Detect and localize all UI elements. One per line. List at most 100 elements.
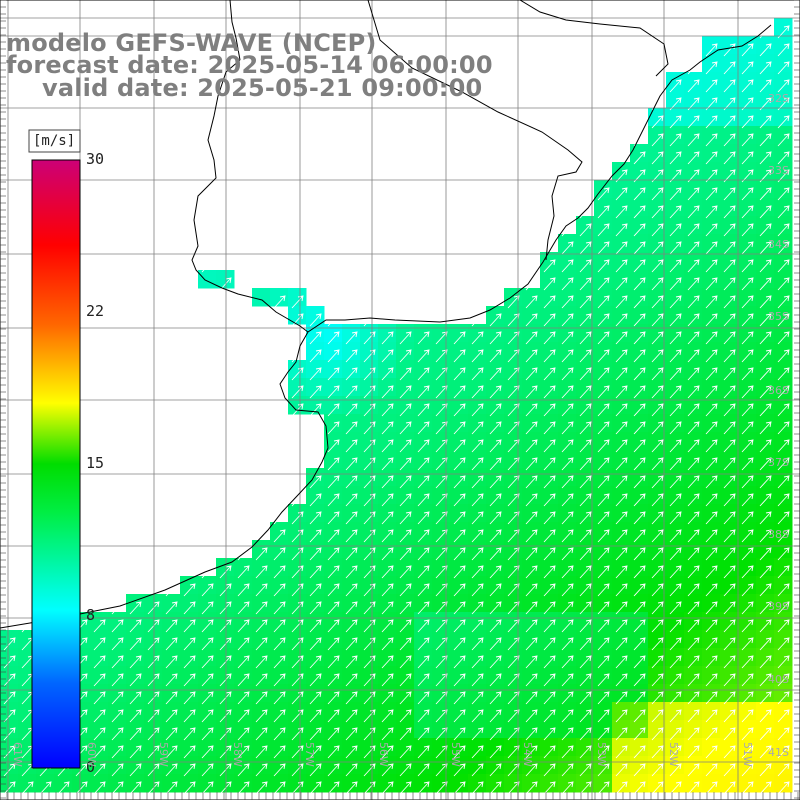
wind-arrow	[777, 79, 790, 93]
wind-arrow	[561, 619, 574, 633]
wind-speed-cell	[378, 648, 397, 667]
wind-speed-cell	[486, 594, 505, 613]
wind-arrow	[705, 601, 718, 615]
wind-speed-cell	[684, 738, 703, 757]
wind-speed-cell	[648, 540, 667, 559]
wind-speed-cell	[756, 630, 775, 649]
wind-arrow	[489, 781, 502, 795]
wind-arrow	[633, 259, 646, 273]
wind-arrow	[111, 709, 124, 723]
wind-speed-cell	[738, 180, 757, 199]
wind-speed-cell	[666, 540, 685, 559]
wind-speed-cell	[684, 720, 703, 739]
wind-speed-cell	[486, 666, 505, 685]
wind-speed-cell	[414, 720, 433, 739]
wind-arrow	[345, 385, 358, 399]
wind-speed-cell	[612, 756, 631, 775]
wind-arrow	[633, 709, 646, 723]
wind-speed-cell	[108, 720, 127, 739]
wind-speed-cell	[54, 774, 73, 793]
wind-arrow	[417, 349, 430, 363]
wind-speed-cell	[558, 612, 577, 631]
wind-speed-cell	[612, 378, 631, 397]
wind-speed-cell	[774, 558, 793, 577]
wind-speed-cell	[540, 648, 559, 667]
wind-speed-cell	[486, 774, 505, 793]
wind-speed-cell	[324, 504, 343, 523]
wind-speed-cell	[306, 558, 325, 577]
wind-arrow	[759, 43, 772, 57]
wind-speed-cell	[666, 504, 685, 523]
wind-speed-cell	[504, 486, 523, 505]
wind-speed-cell	[324, 774, 343, 793]
wind-speed-cell	[774, 90, 793, 109]
wind-speed-cell	[648, 450, 667, 469]
wind-speed-cell	[126, 702, 145, 721]
wind-arrow	[651, 655, 664, 669]
wind-speed-cell	[288, 504, 307, 523]
wind-speed-cell	[684, 540, 703, 559]
wind-arrow	[525, 529, 538, 543]
wind-speed-cell	[774, 162, 793, 181]
wind-arrow	[759, 529, 772, 543]
wind-speed-cell	[360, 648, 379, 667]
wind-speed-cell	[648, 504, 667, 523]
wind-speed-cell	[684, 216, 703, 235]
wind-speed-cell	[702, 378, 721, 397]
wind-arrow	[273, 763, 286, 777]
wind-arrow	[723, 673, 736, 687]
wind-arrow	[543, 637, 556, 651]
wind-arrow	[741, 79, 754, 93]
wind-speed-cell	[342, 738, 361, 757]
wind-arrow	[741, 511, 754, 525]
wind-speed-cell	[756, 90, 775, 109]
wind-speed-cell	[684, 234, 703, 253]
wind-speed-cell	[342, 666, 361, 685]
wind-speed-cell	[450, 522, 469, 541]
wind-arrow	[723, 277, 736, 291]
wind-arrow	[543, 673, 556, 687]
wind-speed-cell	[648, 306, 667, 325]
wind-arrow	[453, 547, 466, 561]
wind-speed-cell	[774, 108, 793, 127]
wind-speed-cell	[612, 432, 631, 451]
wind-arrow	[93, 763, 106, 777]
wind-speed-cell	[522, 522, 541, 541]
wind-arrow	[345, 493, 358, 507]
wind-arrow	[453, 727, 466, 741]
wind-speed-cell	[468, 630, 487, 649]
wind-arrow	[525, 493, 538, 507]
wind-speed-cell	[306, 342, 325, 361]
wind-speed-cell	[486, 558, 505, 577]
wind-speed-cell	[504, 342, 523, 361]
wind-speed-cell	[594, 558, 613, 577]
wind-speed-cell	[684, 306, 703, 325]
wind-arrow	[759, 349, 772, 363]
wind-arrow	[453, 511, 466, 525]
wind-arrow	[615, 637, 628, 651]
wind-arrow	[741, 241, 754, 255]
colorbar-tick-15: 15	[86, 454, 105, 472]
wind-speed-cell	[594, 684, 613, 703]
wind-arrow	[651, 259, 664, 273]
wind-arrow	[345, 439, 358, 453]
wind-speed-cell	[18, 702, 37, 721]
wind-speed-cell	[450, 540, 469, 559]
wind-arrow	[687, 259, 700, 273]
wind-arrow	[777, 493, 790, 507]
wind-speed-cell	[666, 162, 685, 181]
wind-arrow	[309, 673, 322, 687]
wind-arrow	[219, 745, 232, 759]
wind-speed-cell	[198, 648, 217, 667]
wind-arrow	[705, 43, 718, 57]
wind-arrow	[561, 349, 574, 363]
wind-speed-cell	[576, 486, 595, 505]
wind-arrow	[615, 439, 628, 453]
wind-arrow	[759, 187, 772, 201]
wind-arrow	[597, 259, 610, 273]
wind-speed-cell	[648, 756, 667, 775]
wind-arrow	[93, 637, 106, 651]
wind-speed-cell	[720, 162, 739, 181]
wind-arrow	[651, 133, 664, 147]
wind-speed-cell	[702, 648, 721, 667]
